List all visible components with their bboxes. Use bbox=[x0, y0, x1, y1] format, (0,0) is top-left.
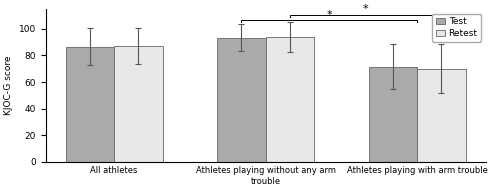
Y-axis label: KJOC-G score: KJOC-G score bbox=[4, 56, 13, 115]
Text: *: * bbox=[363, 4, 368, 14]
Text: *: * bbox=[326, 10, 332, 20]
Bar bbox=[417, 69, 466, 162]
Legend: Test, Retest: Test, Retest bbox=[432, 14, 481, 42]
Bar bbox=[66, 47, 114, 162]
Bar bbox=[368, 67, 417, 162]
Bar bbox=[114, 46, 162, 162]
Bar bbox=[266, 37, 314, 162]
Bar bbox=[217, 38, 266, 162]
